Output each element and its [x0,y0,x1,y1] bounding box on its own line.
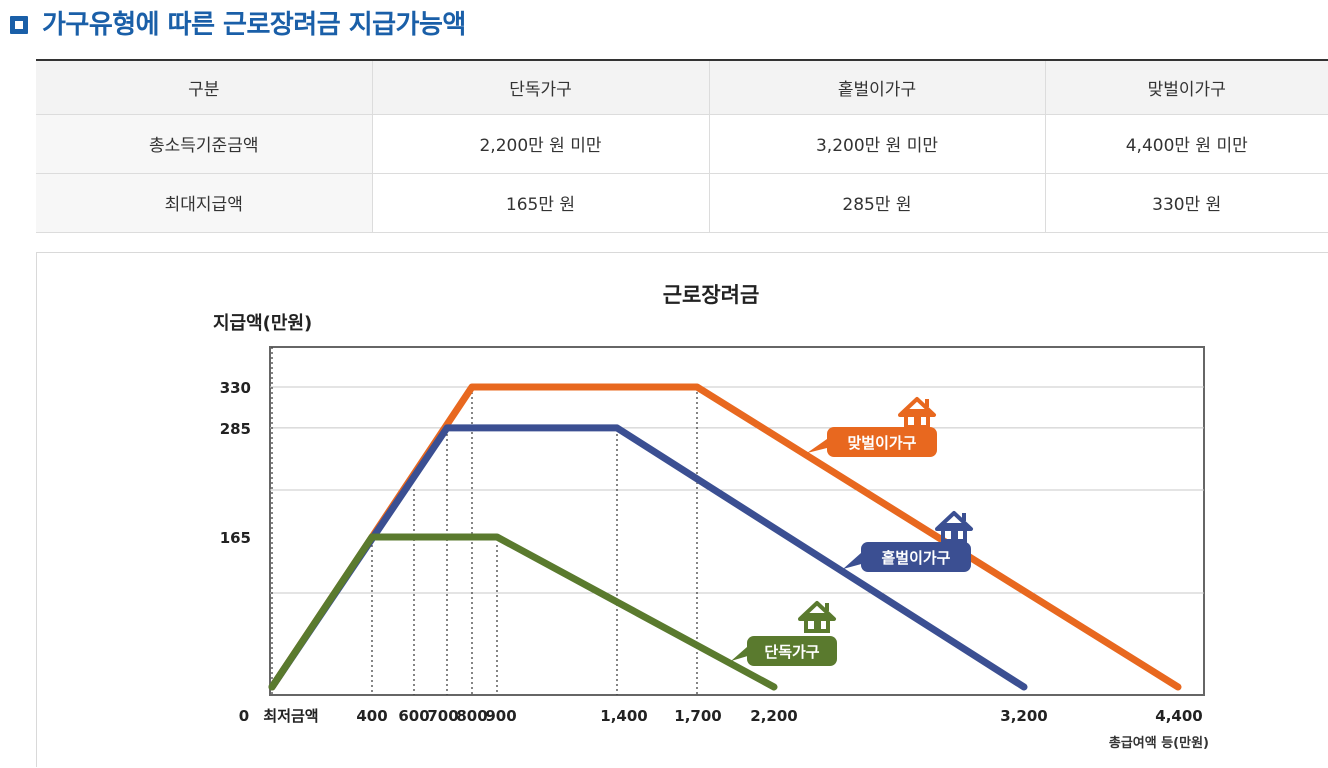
y-axis-label: 지급액(만원) [213,313,312,334]
series-lines [268,383,1182,691]
table-cell: 4,400만 원 미만 [1045,114,1328,174]
x-axis-label: 총급여액 등(만원) [1109,735,1209,751]
x-tick-label: 0 [239,707,249,725]
section-title: 가구유형에 따른 근로장려금 지급가능액 [0,0,1328,52]
table-cell: 285만 원 [709,173,1046,233]
plot-area [269,346,1205,696]
x-tick-label: 700 [427,707,458,725]
row-label: 총소득기준금액 [36,114,373,174]
header-category: 구분 [36,59,373,115]
benefit-table: 구분 단독가구 홑벌이가구 맞벌이가구 총소득기준금액 2,200만 원 미만 … [36,59,1328,233]
table-row: 최대지급액 165만 원 285만 원 330만 원 [36,173,1328,233]
y-tick-label: 330 [220,379,251,397]
x-tick-label: 최저금액 [263,707,318,725]
table-header-row: 구분 단독가구 홑벌이가구 맞벌이가구 [36,59,1328,115]
table-cell: 2,200만 원 미만 [372,114,710,174]
x-tick-label: 1,400 [600,707,647,725]
table-cell: 165만 원 [372,173,710,233]
x-tick-label: 400 [356,707,387,725]
square-bullet-icon [10,16,28,34]
series-label: 맞벌이가구 [807,397,937,457]
x-tick-label: 1,700 [674,707,721,725]
x-tick-label: 2,200 [750,707,797,725]
chart-title: 근로장려금 [663,283,760,307]
y-tick-label: 285 [220,420,251,438]
series-name: 홑벌이가구 [881,549,950,567]
y-ticks: 330 285 165 [220,379,251,547]
series-name: 단독가구 [764,643,819,661]
x-tick-label: 3,200 [1000,707,1047,725]
grid-lines [270,386,1204,594]
house-icon [898,397,936,429]
house-icon [798,601,836,633]
x-tick-label: 900 [485,707,516,725]
x-tick-label: 600 [398,707,429,725]
house-icon [935,511,973,543]
row-label: 최대지급액 [36,173,373,233]
table-cell: 3,200만 원 미만 [709,114,1046,174]
series-label: 단독가구 [731,601,837,666]
series-name: 맞벌이가구 [847,434,916,452]
x-tick-label: 800 [456,707,487,725]
series-label: 홑벌이가구 [843,511,973,572]
header-dual-earner: 맞벌이가구 [1045,59,1328,115]
series-line [268,533,778,691]
header-single: 단독가구 [372,59,710,115]
table-row: 총소득기준금액 2,200만 원 미만 3,200만 원 미만 4,400만 원… [36,114,1328,174]
header-single-earner: 홑벌이가구 [709,59,1046,115]
x-tick-label: 4,400 [1155,707,1202,725]
y-tick-label: 165 [220,529,251,547]
section-heading: 가구유형에 따른 근로장려금 지급가능액 [42,10,466,40]
table-cell: 330만 원 [1045,173,1328,233]
